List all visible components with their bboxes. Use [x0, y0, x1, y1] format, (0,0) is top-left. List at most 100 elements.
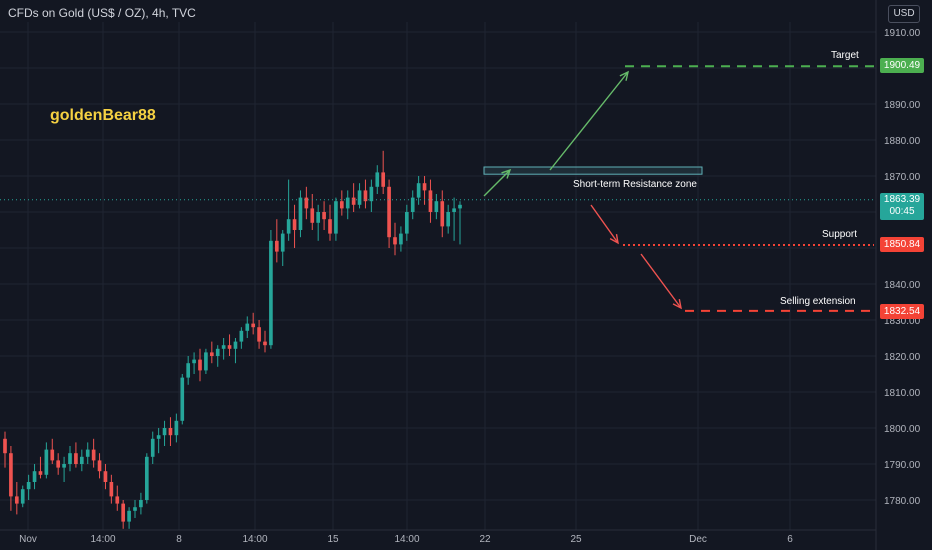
level-lines [0, 65, 876, 312]
arrow-down-support [590, 204, 619, 245]
currency-button[interactable]: USD [888, 5, 920, 23]
x-tick-label: 14:00 [394, 534, 419, 545]
candle-body [144, 456, 149, 500]
candle-body [280, 233, 285, 252]
candle-body [410, 197, 415, 212]
candle-body [393, 237, 397, 245]
y-tick-label: 1830.00 [884, 316, 921, 327]
candle-body [304, 197, 309, 209]
candle-body [363, 190, 368, 202]
arrow-head [672, 299, 682, 310]
candle-body [416, 183, 421, 198]
y-tick-label: 1870.00 [884, 172, 921, 183]
candle-body [139, 500, 143, 508]
candle-body [74, 453, 78, 464]
candle-body [186, 363, 191, 378]
candle-body [68, 453, 72, 464]
candle-body [310, 208, 315, 223]
candle-body [204, 352, 208, 371]
arrow-down-extension [640, 253, 682, 310]
resistance-zone-box [483, 166, 703, 175]
candle-body [233, 341, 238, 349]
candle-body [286, 219, 291, 234]
last-price-value: 1863.39 [883, 194, 921, 205]
candle-body [452, 208, 456, 212]
chart-grid [0, 22, 876, 530]
x-tick-label: 8 [176, 534, 182, 545]
candle-body [399, 233, 403, 245]
candle-body [121, 503, 126, 522]
candle-body [263, 341, 267, 346]
candle-body [239, 330, 244, 342]
resistance-annotation: Short-term Resistance zone [573, 179, 697, 190]
candle-body [381, 172, 386, 187]
candle-body [375, 172, 380, 187]
candlestick-series [3, 150, 462, 529]
support-price-tag: 1850.84 [880, 237, 924, 252]
candle-body [91, 449, 96, 461]
candle-body [227, 345, 232, 349]
candle-body [357, 190, 362, 205]
selling-price-tag: 1832.54 [880, 304, 924, 319]
candle-body [339, 201, 344, 209]
author-watermark: goldenBear88 [50, 107, 156, 124]
candle-body [150, 438, 155, 457]
x-tick-label: Nov [19, 534, 37, 545]
x-tick-label: 25 [570, 534, 582, 545]
candle-body [14, 496, 19, 504]
candle-body [215, 348, 220, 356]
candle-body [38, 471, 43, 475]
candle-body [156, 435, 161, 439]
candle-body [20, 489, 25, 504]
symbol-title: CFDs on Gold (US$ / OZ), 4h, TVC [8, 6, 196, 20]
candle-body [168, 428, 173, 436]
candle-body [404, 212, 409, 234]
candle-body [109, 482, 114, 497]
candle-body [85, 449, 90, 457]
candle-body [446, 212, 451, 227]
arrow-head [619, 70, 630, 81]
arrow-head [609, 234, 619, 245]
candle-body [162, 428, 167, 436]
x-tick-label: 14:00 [242, 534, 267, 545]
y-tick-label: 1790.00 [884, 460, 921, 471]
candle-body [127, 510, 131, 522]
candle-body [458, 204, 462, 209]
y-tick-label: 1810.00 [884, 388, 921, 399]
candle-body [251, 323, 256, 328]
candle-body [174, 420, 179, 436]
candle-body [115, 496, 120, 504]
support-annotation: Support [822, 229, 858, 240]
candle-body [316, 212, 321, 223]
candle-body [97, 460, 102, 472]
target-price-tag: 1900.49 [880, 58, 924, 73]
candle-body [422, 183, 427, 191]
candle-body [221, 345, 226, 349]
y-tick-label: 1800.00 [884, 424, 921, 435]
y-tick-label: 1880.00 [884, 136, 921, 147]
candle-body [44, 449, 49, 475]
candle-body [192, 359, 196, 364]
y-tick-label: 1840.00 [884, 280, 921, 291]
candle-body [62, 464, 66, 468]
candle-body [440, 201, 445, 227]
candle-body [334, 201, 338, 234]
candle-body [345, 197, 350, 209]
arrow-segment [640, 253, 682, 309]
candle-body [274, 240, 279, 252]
candle-body [198, 359, 202, 371]
x-tick-label: Dec [689, 534, 707, 545]
candle-body [322, 212, 326, 220]
candle-body [351, 197, 356, 205]
x-tick-label: 14:00 [90, 534, 115, 545]
arrow-up-small [483, 168, 512, 197]
candle-body [328, 219, 332, 234]
target-annotation: Target [831, 50, 859, 61]
candle-body [56, 460, 61, 468]
selling-annotation: Selling extension [780, 296, 856, 307]
candle-body [269, 240, 273, 346]
candle-body [298, 197, 303, 230]
candle-body [428, 190, 433, 212]
